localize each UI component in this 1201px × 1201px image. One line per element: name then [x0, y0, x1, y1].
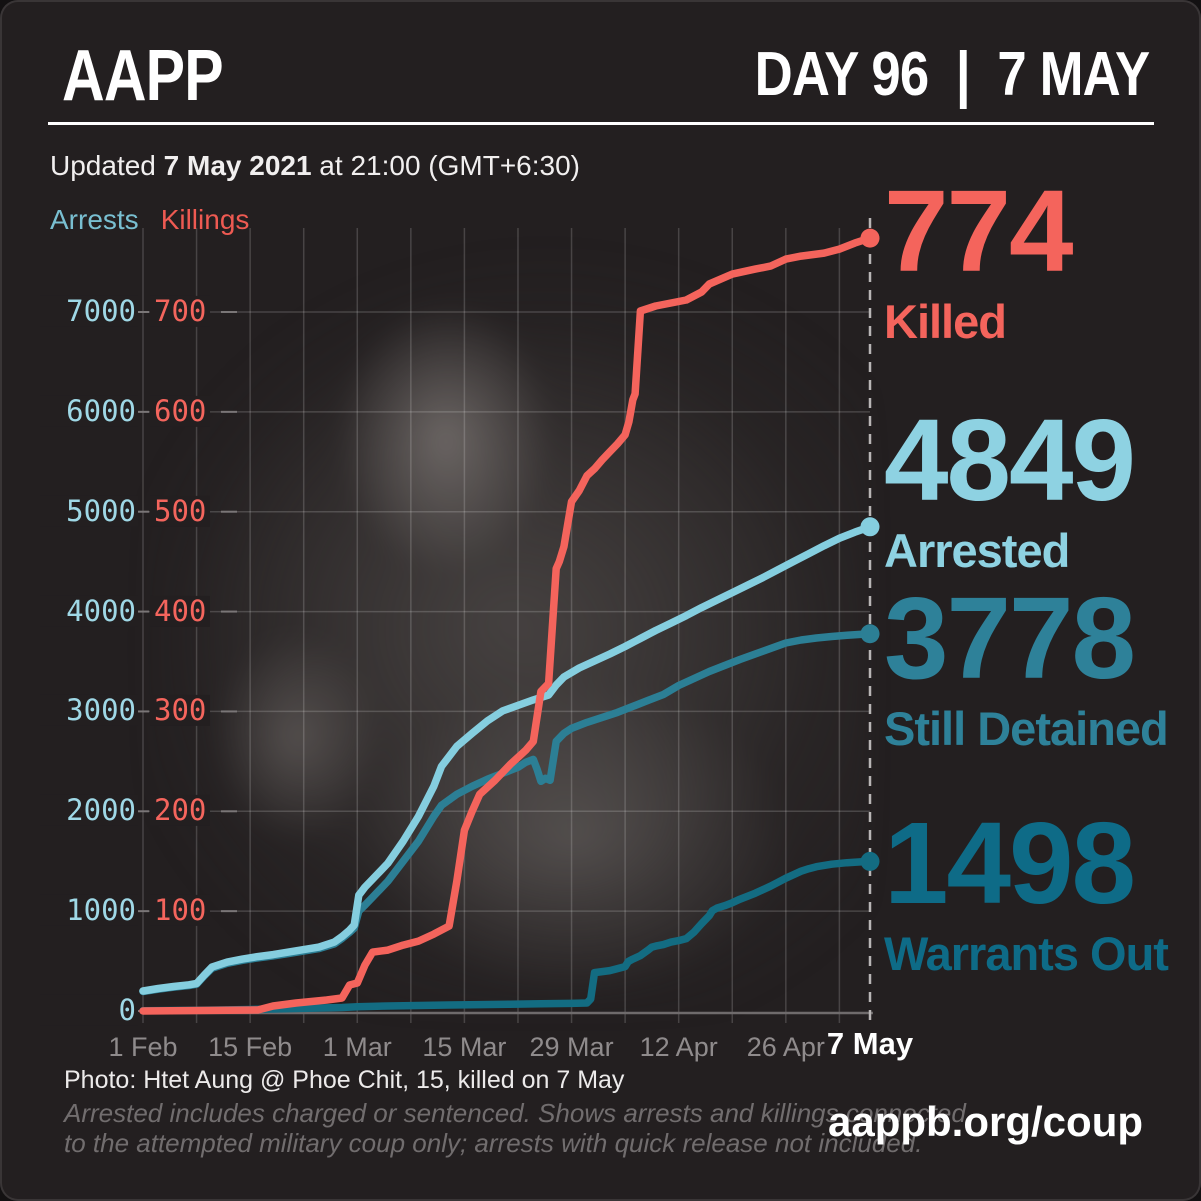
updated-suffix: at 21:00 (GMT+6:30) [311, 150, 580, 181]
methodology-note-line1: Arrested includes charged or sentenced. … [64, 1098, 966, 1128]
y-label-killings-700: 700 [150, 295, 211, 327]
series-end-dot-warrants-out [860, 851, 880, 871]
stat-killed-label: Killed [884, 295, 1007, 348]
aapp-logo: AAPP [62, 36, 224, 116]
x-label-1-mar: 1 Mar [322, 1032, 392, 1062]
x-label-29-mar: 29 Mar [529, 1032, 614, 1062]
x-label-15-feb: 15 Feb [208, 1032, 293, 1062]
stat-killed: 774 Killed [884, 166, 1074, 348]
x-label-15-mar: 15 Mar [422, 1032, 507, 1062]
y-label-killings-100: 100 [150, 895, 211, 927]
updated-prefix: Updated [50, 150, 164, 181]
x-label-7-may: 7 May [826, 1026, 914, 1061]
y-label-arrests-1000: 1000 [40, 895, 138, 927]
legend-arrests: Arrests [50, 204, 139, 235]
stat-arrested: 4849 Arrested [884, 395, 1136, 577]
y-label-arrests-6000: 6000 [40, 395, 138, 427]
y-label-killings-300: 300 [150, 695, 211, 727]
header-divider [48, 122, 1154, 125]
series-end-dot-arrests [860, 517, 880, 537]
day-counter: DAY 96 | 7 MAY [754, 40, 1150, 109]
x-label-1-feb: 1 Feb [108, 1032, 178, 1062]
y-label-arrests-2000: 2000 [40, 795, 138, 827]
y-label-arrests-4000: 4000 [40, 595, 138, 627]
updated-timestamp: Updated 7 May 2021 at 21:00 (GMT+6:30) [50, 150, 580, 182]
stat-warrants-out: 1498 Warrants Out [884, 798, 1169, 980]
methodology-note-line2: to the attempted military coup only; arr… [64, 1128, 923, 1158]
y-label-killings-500: 500 [150, 495, 211, 527]
x-label-12-apr: 12 Apr [639, 1032, 718, 1062]
series-end-dot-still-detained [860, 624, 880, 644]
y-label-killings-400: 400 [150, 595, 211, 627]
y-label-arrests-0: 0 [40, 994, 138, 1026]
photo-caption: Photo: Htet Aung @ Phoe Chit, 15, killed… [64, 1066, 625, 1094]
series-line-still-detained [139, 629, 874, 996]
website-url: aappb.org/coup [828, 1098, 1143, 1145]
stat-still-detained-label: Still Detained [884, 702, 1169, 755]
y-label-killings-200: 200 [150, 795, 211, 827]
series-line-arrests [139, 523, 874, 995]
stat-arrested-label: Arrested [884, 524, 1070, 577]
stat-warrants-out-value: 1498 [884, 798, 1136, 928]
y-label-arrests-7000: 7000 [40, 295, 138, 327]
updated-date: 7 May 2021 [163, 150, 312, 181]
stat-warrants-out-label: Warrants Out [884, 927, 1169, 980]
y-label-arrests-5000: 5000 [40, 495, 138, 527]
series-end-dot-killings [860, 228, 880, 248]
x-label-26-apr: 26 Apr [746, 1032, 825, 1062]
stat-arrested-value: 4849 [884, 395, 1136, 525]
stat-still-detained-value: 3778 [884, 573, 1136, 703]
y-label-killings-600: 600 [150, 395, 211, 427]
background-photo [145, 218, 870, 1013]
stat-still-detained: 3778 Still Detained [884, 573, 1169, 755]
stat-killed-value: 774 [884, 166, 1074, 296]
y-label-arrests-3000: 3000 [40, 695, 138, 727]
series-line-killings [139, 234, 874, 1015]
series-line-warrants-out [139, 857, 874, 1015]
